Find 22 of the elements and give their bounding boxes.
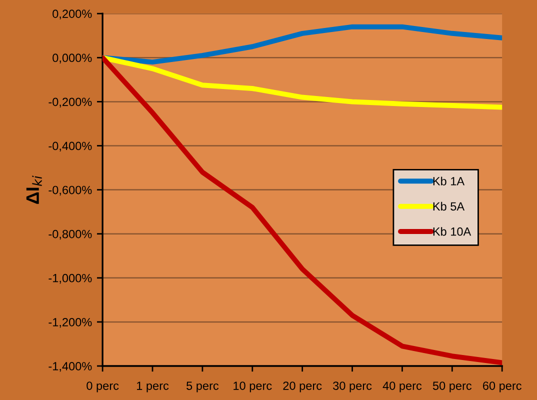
x-tick-label: 1 perc	[137, 382, 169, 392]
x-tick-label: 0 perc	[86, 382, 119, 392]
legend-label: Kb 10A	[433, 227, 472, 236]
y-tick-label: -0,200%	[48, 98, 92, 108]
y-tick-label: -1,200%	[48, 318, 92, 328]
y-tick-label: -0,600%	[48, 186, 92, 196]
y-axis-title: ΔI$_{ki}$	[26, 176, 42, 204]
x-tick-label: 60 perc	[483, 382, 522, 392]
y-tick-label: -1,000%	[48, 274, 92, 284]
x-tick-label: 50 perc	[432, 382, 472, 392]
x-tick-label: 5 perc	[186, 382, 219, 392]
x-tick-label: 40 perc	[382, 382, 422, 392]
x-tick-label: 10 perc	[234, 382, 272, 392]
x-tick-label: 20 perc	[283, 382, 322, 392]
legend-label: Kb 1A	[433, 176, 465, 186]
y-tick-label: -1,400%	[48, 362, 92, 372]
x-tick-label: 30 perc	[333, 382, 372, 392]
y-tick-label: 0,000%	[52, 54, 92, 64]
y-tick-label: 0,200%	[52, 10, 92, 20]
y-tick-label: -0,800%	[48, 230, 92, 240]
y-tick-label: -0,400%	[48, 142, 92, 152]
legend-label: Kb 5A	[433, 202, 465, 211]
